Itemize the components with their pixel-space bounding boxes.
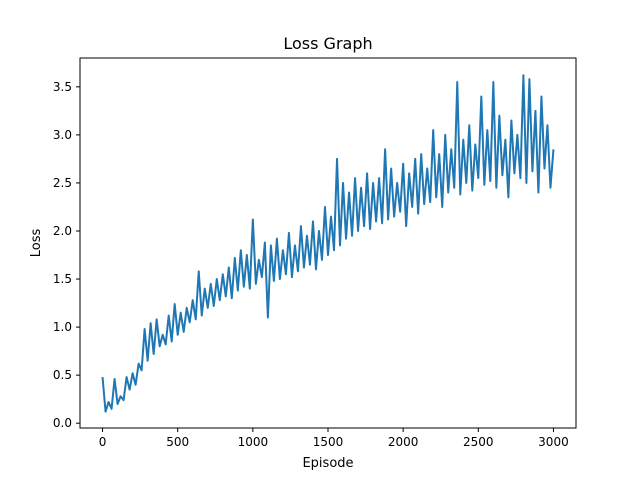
y-tick-label: 1.5 (53, 272, 72, 286)
y-tick-label: 2.0 (53, 224, 72, 238)
x-tick-label: 0 (99, 435, 107, 449)
y-tick-label: 3.5 (53, 80, 72, 94)
y-tick-label: 3.0 (53, 128, 72, 142)
x-tick-label: 500 (166, 435, 189, 449)
x-tick-label: 3000 (538, 435, 569, 449)
x-tick-label: 2000 (388, 435, 419, 449)
chart-title: Loss Graph (283, 34, 372, 53)
x-axis-ticks: 0 500 1000 1500 2000 2500 3000 (99, 428, 569, 449)
y-axis-label: Loss (29, 229, 44, 258)
x-tick-label: 1000 (238, 435, 269, 449)
plot-area (101, 74, 555, 413)
y-tick-label: 1.0 (53, 320, 72, 334)
loss-series-line-1 (101, 74, 555, 413)
y-axis-ticks: 0.0 0.5 1.0 1.5 2.0 2.5 3.0 3.5 (53, 80, 80, 430)
x-tick-label: 2500 (463, 435, 494, 449)
plot-frame (79, 57, 577, 429)
x-axis-label: Episode (302, 456, 353, 471)
y-tick-label: 2.5 (53, 176, 72, 190)
x-tick-label: 1500 (313, 435, 344, 449)
y-tick-label: 0.0 (53, 416, 72, 430)
y-tick-label: 0.5 (53, 368, 72, 382)
